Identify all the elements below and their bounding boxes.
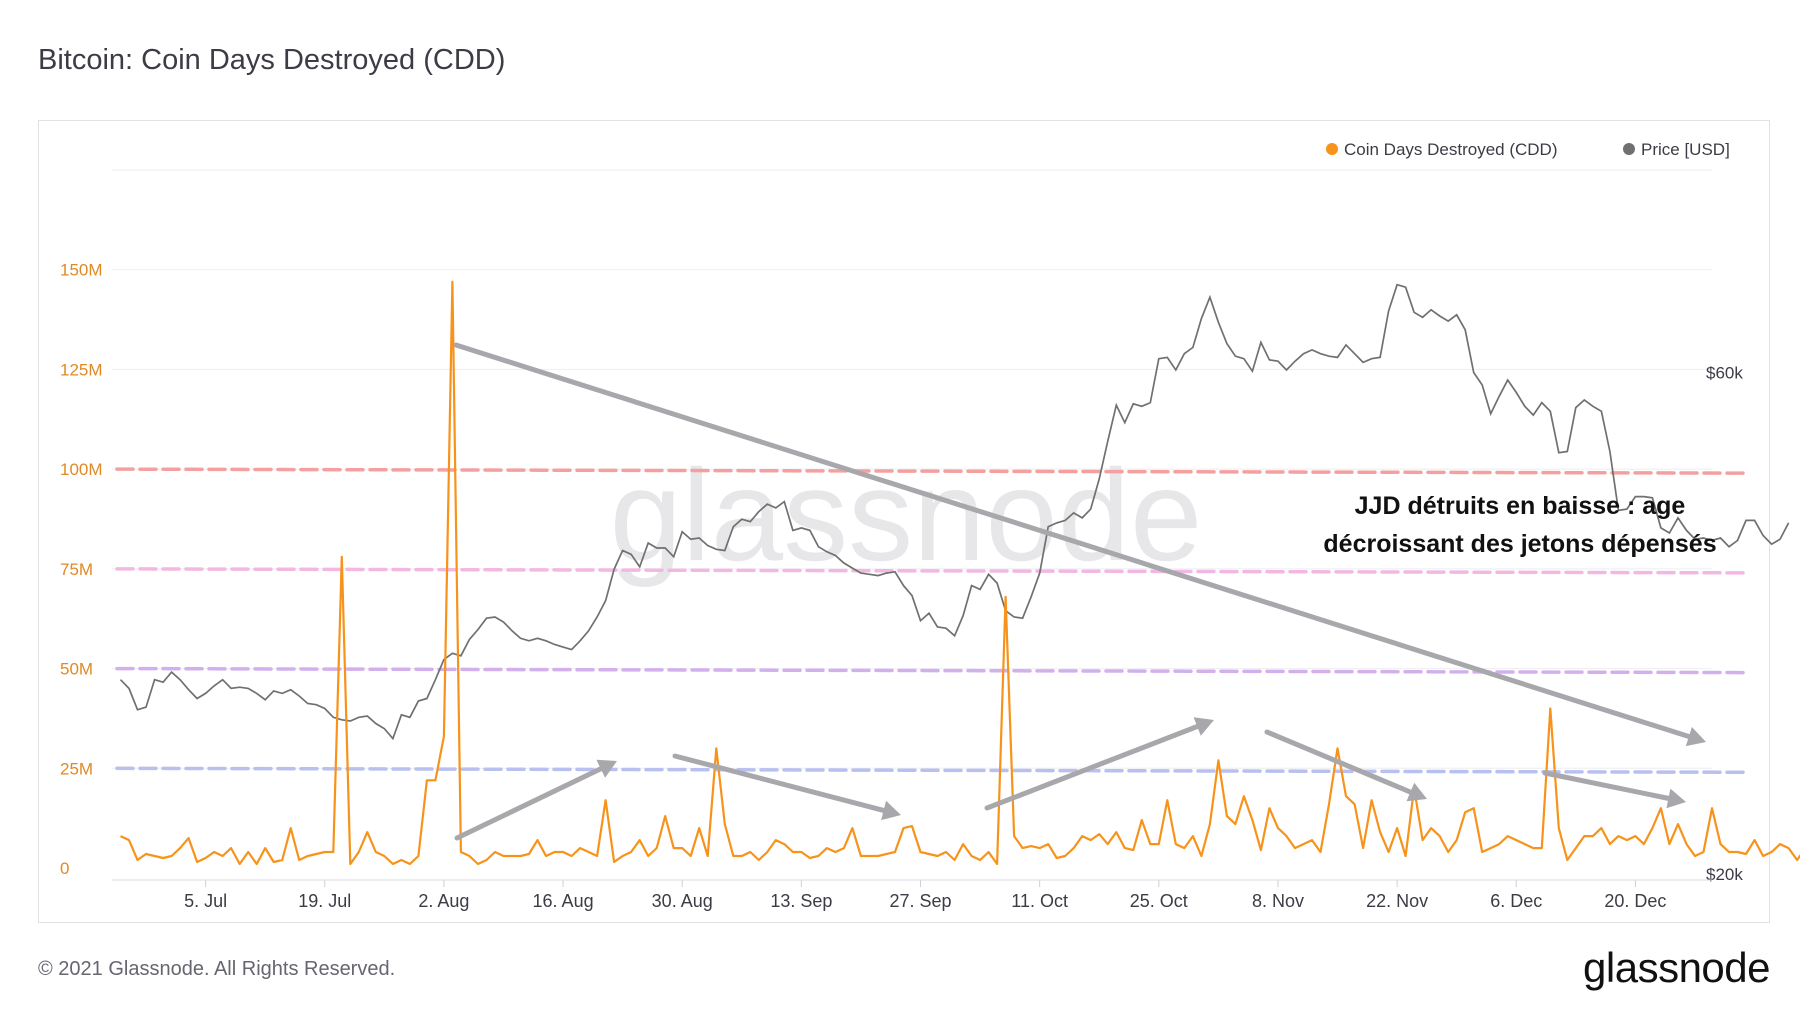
- legend-cdd-label: Coin Days Destroyed (CDD): [1344, 140, 1558, 159]
- legend-price-marker: [1623, 143, 1635, 155]
- left-tick-label: 75M: [60, 560, 93, 579]
- left-axis-ticks: 0 25M 50M 75M 100M 125M 150M: [60, 261, 103, 878]
- x-tick-label: 11. Oct: [1011, 891, 1068, 911]
- right-tick-label: $60k: [1706, 363, 1743, 382]
- annotation-line-1: JJD détruits en baisse : age: [1355, 492, 1686, 520]
- left-tick-label: 100M: [60, 460, 103, 479]
- legend-price-label: Price [USD]: [1641, 140, 1730, 159]
- copyright-footer: © 2021 Glassnode. All Rights Reserved.: [38, 958, 396, 980]
- x-tick-label: 25. Oct: [1130, 891, 1188, 911]
- trend-arrow-head-1: [596, 759, 617, 778]
- trend-arrow-head-5: [1666, 788, 1686, 809]
- left-tick-label: 25M: [60, 759, 93, 778]
- annotation-line-2: décroissant des jetons dépensés: [1323, 530, 1716, 558]
- x-tick-label: 30. Aug: [652, 891, 713, 911]
- left-tick-label: 150M: [60, 261, 103, 280]
- legend-cdd-marker: [1326, 143, 1338, 155]
- trend-arrow-head-0: [1685, 727, 1706, 747]
- trend-arrow-5: [1542, 770, 1671, 801]
- x-tick-label: 6. Dec: [1490, 891, 1542, 911]
- trend-arrow-head-4: [1406, 782, 1427, 802]
- trend-arrow-0: [453, 342, 1692, 740]
- x-tick-label: 5. Jul: [184, 891, 227, 911]
- x-tick-label: 27. Sep: [889, 891, 951, 911]
- reference-lines: [115, 467, 1747, 775]
- page-title: Bitcoin: Coin Days Destroyed (CDD): [38, 44, 506, 76]
- right-tick-label: $20k: [1706, 865, 1743, 884]
- trend-arrow-head-3: [1193, 717, 1214, 736]
- trend-arrow-4: [1264, 729, 1413, 795]
- reference-line-1: [115, 567, 1747, 575]
- right-axis-ticks: $20k $60k: [1706, 363, 1743, 884]
- legend: Coin Days Destroyed (CDD) Price [USD]: [1326, 140, 1730, 159]
- chart-frame: [38, 120, 1770, 923]
- trend-arrow-1: [454, 766, 604, 841]
- left-tick-label: 125M: [60, 360, 103, 379]
- price-series-line: [119, 283, 1790, 741]
- x-tick-label: 19. Jul: [298, 891, 351, 911]
- trend-arrow-2: [672, 753, 887, 813]
- reference-line-2: [115, 666, 1747, 675]
- left-tick-label: 50M: [60, 660, 93, 679]
- left-tick-label: 0: [60, 859, 69, 878]
- trend-arrow-head-2: [881, 800, 901, 821]
- cdd-series-line: [120, 280, 1800, 866]
- x-axis-ticks: 5. Jul 19. Jul 2. Aug 16. Aug 30. Aug 13. Sep…: [184, 880, 1666, 911]
- x-tick-label: 2. Aug: [418, 891, 469, 911]
- x-tick-label: 16. Aug: [533, 891, 594, 911]
- reference-line-3: [115, 766, 1747, 775]
- trend-arrows: [453, 342, 1706, 841]
- trend-arrow-3: [984, 724, 1200, 811]
- brand-logo: glassnode: [1583, 944, 1770, 991]
- x-tick-label: 20. Dec: [1604, 891, 1666, 911]
- x-tick-label: 13. Sep: [770, 891, 832, 911]
- reference-line-0: [115, 467, 1747, 475]
- x-tick-label: 8. Nov: [1252, 891, 1304, 911]
- watermark-text: glassnode: [610, 442, 1203, 588]
- x-tick-label: 22. Nov: [1366, 891, 1428, 911]
